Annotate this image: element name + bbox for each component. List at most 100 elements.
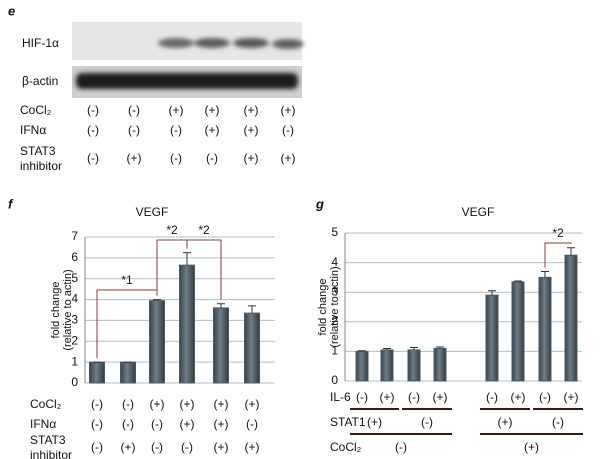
error-bar	[567, 247, 575, 256]
condition-value: (-)	[87, 103, 99, 117]
bar	[433, 347, 447, 382]
condition-value: (+)	[180, 417, 195, 431]
y-tick-label: 5	[331, 225, 338, 239]
condition-value: (+)	[214, 440, 229, 454]
condition-value: (+)	[524, 440, 539, 454]
condition-value: (+)	[245, 440, 260, 454]
bar	[179, 264, 195, 384]
row-label: STAT1	[330, 415, 366, 429]
bar	[213, 307, 229, 384]
annotation: *2	[552, 226, 564, 240]
condition-value: (-)	[408, 390, 420, 404]
bar	[89, 361, 105, 384]
condition-value: (-)	[151, 440, 163, 454]
bar	[380, 349, 394, 382]
condition-value: (+)	[281, 103, 296, 117]
chart-title: VEGF	[136, 205, 169, 219]
error-bar	[248, 305, 256, 314]
y-axis-label: (relative to actin)	[329, 266, 341, 347]
condition-value: (-)	[356, 390, 368, 404]
condition-value: (-)	[170, 151, 182, 165]
panel-label: g	[315, 196, 324, 211]
error-bar	[383, 347, 391, 350]
bracket	[186, 239, 222, 300]
row-label: inhibitor	[30, 448, 72, 459]
condition-value: (+)	[205, 123, 220, 137]
row-label: CoCl₂	[30, 397, 62, 411]
y-tick-label: 0	[331, 373, 338, 387]
bar	[149, 300, 165, 384]
condition-value: (-)	[421, 415, 433, 429]
condition-value: (+)	[498, 415, 513, 429]
condition-value: (+)	[150, 397, 165, 411]
row-label: IL-6	[330, 390, 351, 404]
condition-value: (+)	[121, 440, 136, 454]
y-tick-label: 2	[71, 333, 78, 347]
y-tick-label: 6	[71, 250, 78, 264]
y-tick-label: 4	[71, 292, 78, 306]
bar	[511, 281, 525, 382]
error-bar	[410, 347, 418, 350]
condition-value: (+)	[367, 415, 382, 429]
condition-value: (-)	[282, 123, 294, 137]
blot-band	[76, 73, 298, 89]
row-label: IFNα	[20, 123, 46, 137]
panel-label: f	[8, 196, 14, 211]
row-label: inhibitor	[20, 159, 62, 173]
y-axis-label: fold change	[317, 279, 329, 336]
error-bar	[488, 290, 496, 296]
row-label: STAT3	[30, 433, 66, 447]
blot-bands	[158, 38, 304, 49]
condition-value: (-)	[91, 440, 103, 454]
condition-value: (+)	[214, 397, 229, 411]
row-label: STAT3	[20, 144, 56, 158]
bar	[244, 312, 260, 384]
band-label: β-actin	[22, 74, 58, 88]
y-tick-label: 4	[331, 255, 338, 269]
condition-value: (-)	[122, 417, 134, 431]
bracket	[96, 289, 158, 359]
condition-value: (+)	[433, 390, 448, 404]
condition-value: (+)	[244, 123, 259, 137]
condition-value: (+)	[127, 151, 142, 165]
condition-value: (+)	[245, 397, 260, 411]
condition-value: (+)	[564, 390, 579, 404]
y-axis-label: fold change	[50, 282, 62, 339]
bar	[120, 361, 136, 384]
y-tick-label: 3	[331, 284, 338, 298]
error-bar	[183, 252, 191, 266]
bar	[538, 276, 552, 382]
y-tick-label: 3	[71, 313, 78, 327]
chart-title: VEGF	[462, 205, 495, 219]
condition-value: (+)	[214, 417, 229, 431]
bracket	[544, 242, 572, 268]
y-tick-label: 2	[331, 314, 338, 328]
bar	[564, 254, 578, 382]
error-bar	[436, 346, 444, 349]
condition-value: (-)	[181, 440, 193, 454]
condition-value: (+)	[511, 390, 526, 404]
y-tick-label: 1	[331, 344, 338, 358]
y-tick-label: 1	[71, 354, 78, 368]
condition-value: (+)	[244, 103, 259, 117]
condition-value: (-)	[395, 440, 407, 454]
condition-value: (-)	[91, 417, 103, 431]
annotation: *1	[121, 273, 133, 287]
condition-value: (-)	[552, 415, 564, 429]
annotation: *2	[198, 223, 210, 237]
error-bar	[153, 299, 161, 301]
condition-value: (-)	[91, 397, 103, 411]
condition-value: (-)	[87, 123, 99, 137]
bar	[407, 349, 421, 382]
bar	[355, 350, 369, 382]
y-tick-label: 0	[71, 375, 78, 389]
condition-value: (+)	[281, 151, 296, 165]
error-bar	[514, 280, 522, 282]
annotation: *2	[166, 223, 178, 237]
band-label: HIF-1α	[22, 36, 59, 50]
error-bar	[358, 350, 366, 352]
row-label: IFNα	[30, 417, 56, 431]
y-tick-label: 5	[71, 271, 78, 285]
condition-value: (-)	[539, 390, 551, 404]
